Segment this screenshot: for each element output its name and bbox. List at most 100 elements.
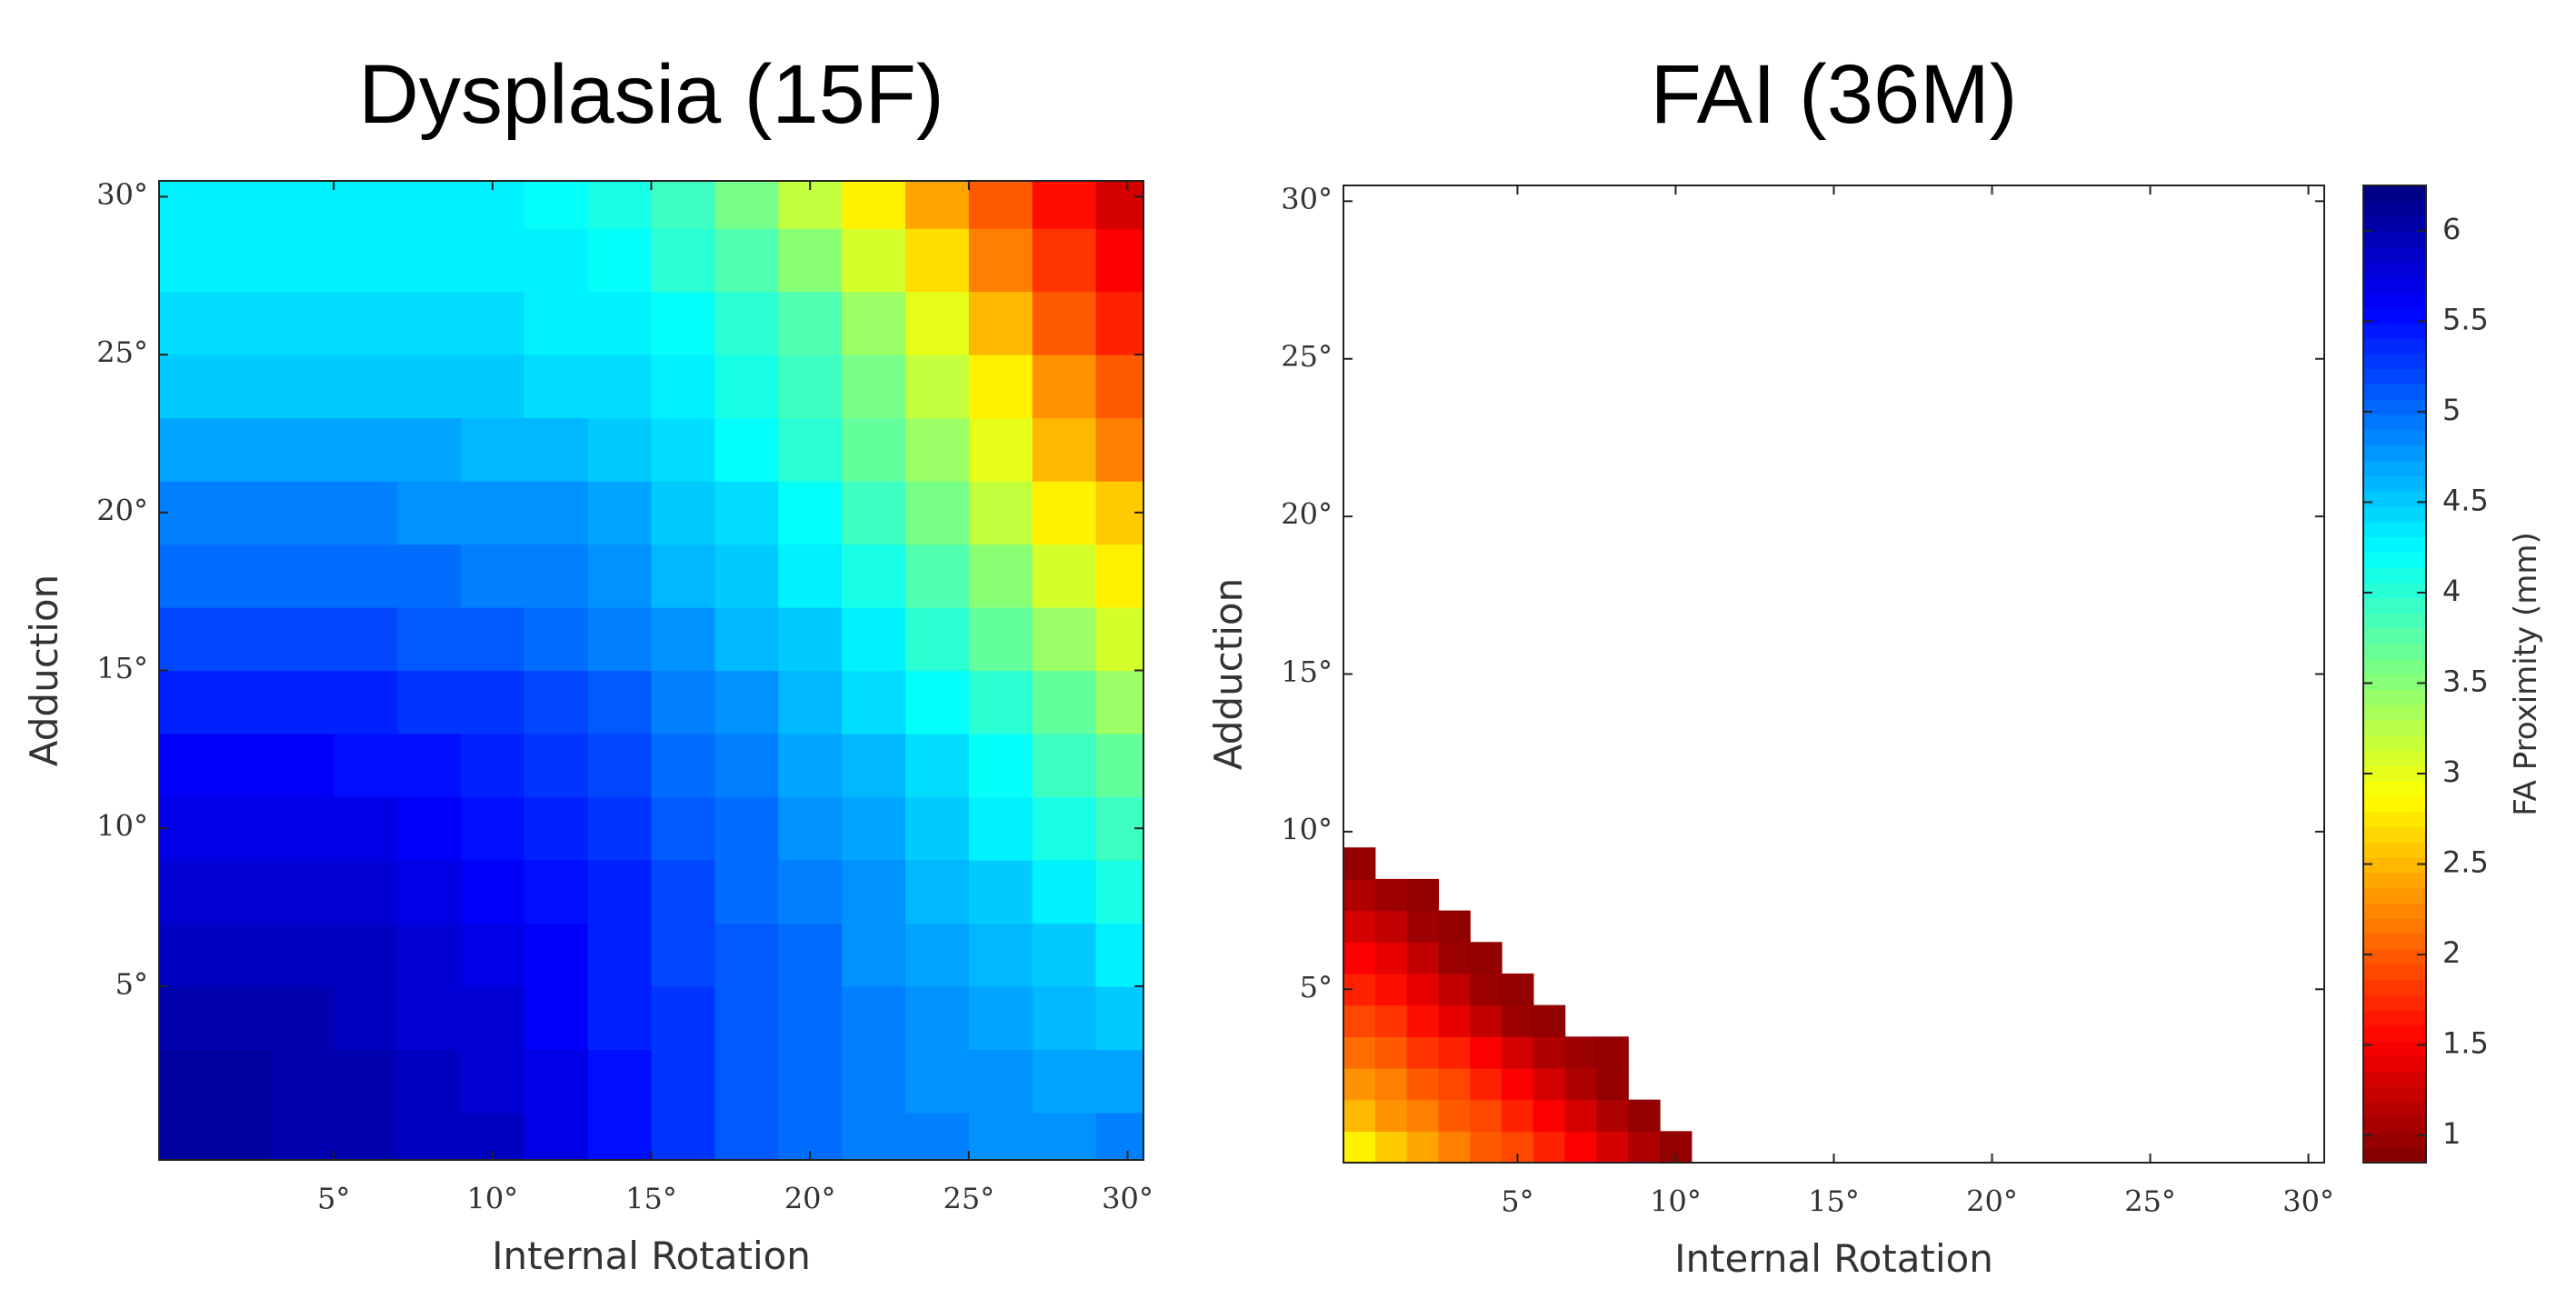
y-tick-label: 20° xyxy=(1281,497,1333,532)
heatmap-cell xyxy=(1502,1099,1534,1132)
heatmap-cell xyxy=(1343,1067,1376,1101)
heatmap-cell xyxy=(968,796,1033,861)
heatmap-cell xyxy=(1343,1036,1376,1069)
heatmap-cell xyxy=(1470,1036,1503,1069)
heatmap-cell xyxy=(159,481,208,545)
heatmap-cell xyxy=(1095,417,1143,482)
heatmap-cell xyxy=(1406,1099,1440,1132)
heatmap-cell xyxy=(206,417,271,482)
colorbar-swatch xyxy=(2363,934,2426,950)
heatmap-cell xyxy=(714,291,779,355)
heatmap-cell xyxy=(206,607,271,672)
heatmap-cell xyxy=(714,923,779,987)
heatmap-cell xyxy=(460,1112,525,1160)
heatmap-cell xyxy=(1470,1004,1503,1037)
heatmap-cell xyxy=(159,733,208,798)
heatmap-cell xyxy=(714,544,779,608)
colorbar-swatch xyxy=(2363,261,2426,278)
heatmap-cell xyxy=(1343,910,1376,943)
heatmap-cell xyxy=(524,1049,589,1114)
heatmap-cell xyxy=(460,291,525,355)
heatmap-cell xyxy=(842,859,906,924)
heatmap-cell xyxy=(651,859,715,924)
heatmap-cell xyxy=(1343,1004,1376,1037)
heatmap-cell xyxy=(1470,973,1503,1006)
colorbar-swatch xyxy=(2363,674,2426,690)
heatmap-cell xyxy=(714,607,779,672)
heatmap-cell xyxy=(904,670,970,734)
heatmap-cells xyxy=(159,181,1143,1160)
colorbar-swatch xyxy=(2363,994,2426,1011)
x-tick-label: 20° xyxy=(1966,1184,2018,1219)
heatmap-cell xyxy=(524,607,589,672)
heatmap-cell xyxy=(1095,544,1143,608)
heatmap-cell xyxy=(1095,1049,1143,1114)
heatmap-cell xyxy=(1470,1131,1503,1163)
heatmap-cell xyxy=(1032,181,1097,229)
heatmap-cell xyxy=(968,923,1033,987)
heatmap-cell xyxy=(1502,973,1534,1006)
heatmap-cell xyxy=(587,670,653,734)
heatmap-cell xyxy=(460,733,525,798)
heatmap-cell xyxy=(524,1112,589,1160)
heatmap-cell xyxy=(904,796,970,861)
heatmap-cell xyxy=(334,733,398,798)
x-tick-label: 5° xyxy=(317,1182,350,1216)
heatmap-cell xyxy=(714,1112,779,1160)
heatmap-cell xyxy=(968,859,1033,924)
heatmap-cell xyxy=(397,670,462,734)
colorbar-swatch xyxy=(2363,1055,2426,1072)
x-tick-label: 15° xyxy=(625,1182,677,1216)
heatmap-cell xyxy=(524,291,589,355)
colorbar-swatch xyxy=(2363,505,2426,523)
heatmap-cell xyxy=(904,1049,970,1114)
heatmap-cell xyxy=(651,417,715,482)
heatmap-cell xyxy=(397,228,462,293)
heatmap-cell xyxy=(1533,1067,1566,1101)
heatmap-cell xyxy=(1438,910,1471,943)
heatmap-cell xyxy=(968,733,1033,798)
colorbar-swatch xyxy=(2363,536,2426,553)
heatmap-cell xyxy=(778,544,843,608)
heatmap-cell xyxy=(968,481,1033,545)
heatmap-cell xyxy=(842,355,906,419)
colorbar-swatch xyxy=(2363,1116,2426,1134)
colorbar-swatch xyxy=(2363,857,2426,874)
heatmap-cell xyxy=(206,796,271,861)
heatmap-cell xyxy=(1406,910,1440,943)
heatmap-cell xyxy=(334,1049,398,1114)
heatmap-cell xyxy=(587,733,653,798)
heatmap-cell xyxy=(904,1112,970,1160)
heatmap-cell xyxy=(651,1112,715,1160)
heatmap-cell xyxy=(1032,607,1097,672)
heatmap-cell xyxy=(1343,1131,1376,1163)
colorbar-swatch xyxy=(2363,1101,2426,1118)
heatmap-cell xyxy=(968,1112,1033,1160)
heatmap-cell xyxy=(778,291,843,355)
heatmap-cell xyxy=(651,670,715,734)
heatmap-cell xyxy=(714,417,779,482)
colorbar-swatch xyxy=(2363,597,2426,614)
heatmap-cell xyxy=(397,1112,462,1160)
heatmap-cell xyxy=(1095,228,1143,293)
heatmap-cell xyxy=(1374,1099,1408,1132)
chart-title: FAI (36M) xyxy=(1651,48,2018,141)
colorbar-swatch xyxy=(2363,734,2426,752)
heatmap-cell xyxy=(270,733,334,798)
heatmap-cell xyxy=(159,923,208,987)
heatmap-cell xyxy=(778,228,843,293)
heatmap-cell xyxy=(904,291,970,355)
heatmap-cell xyxy=(206,859,271,924)
heatmap-cell xyxy=(651,733,715,798)
heatmap-cell xyxy=(968,417,1033,482)
heatmap-cell xyxy=(334,607,398,672)
heatmap-cell xyxy=(1343,942,1376,974)
heatmap-cell xyxy=(460,607,525,672)
heatmap-cell xyxy=(587,1112,653,1160)
heatmap-cell xyxy=(397,1049,462,1114)
heatmap-cell xyxy=(968,181,1033,229)
heatmap-cell xyxy=(397,796,462,861)
heatmap-cell xyxy=(334,181,398,229)
colorbar-swatch xyxy=(2363,1132,2426,1148)
heatmap-cell xyxy=(1438,1004,1471,1037)
